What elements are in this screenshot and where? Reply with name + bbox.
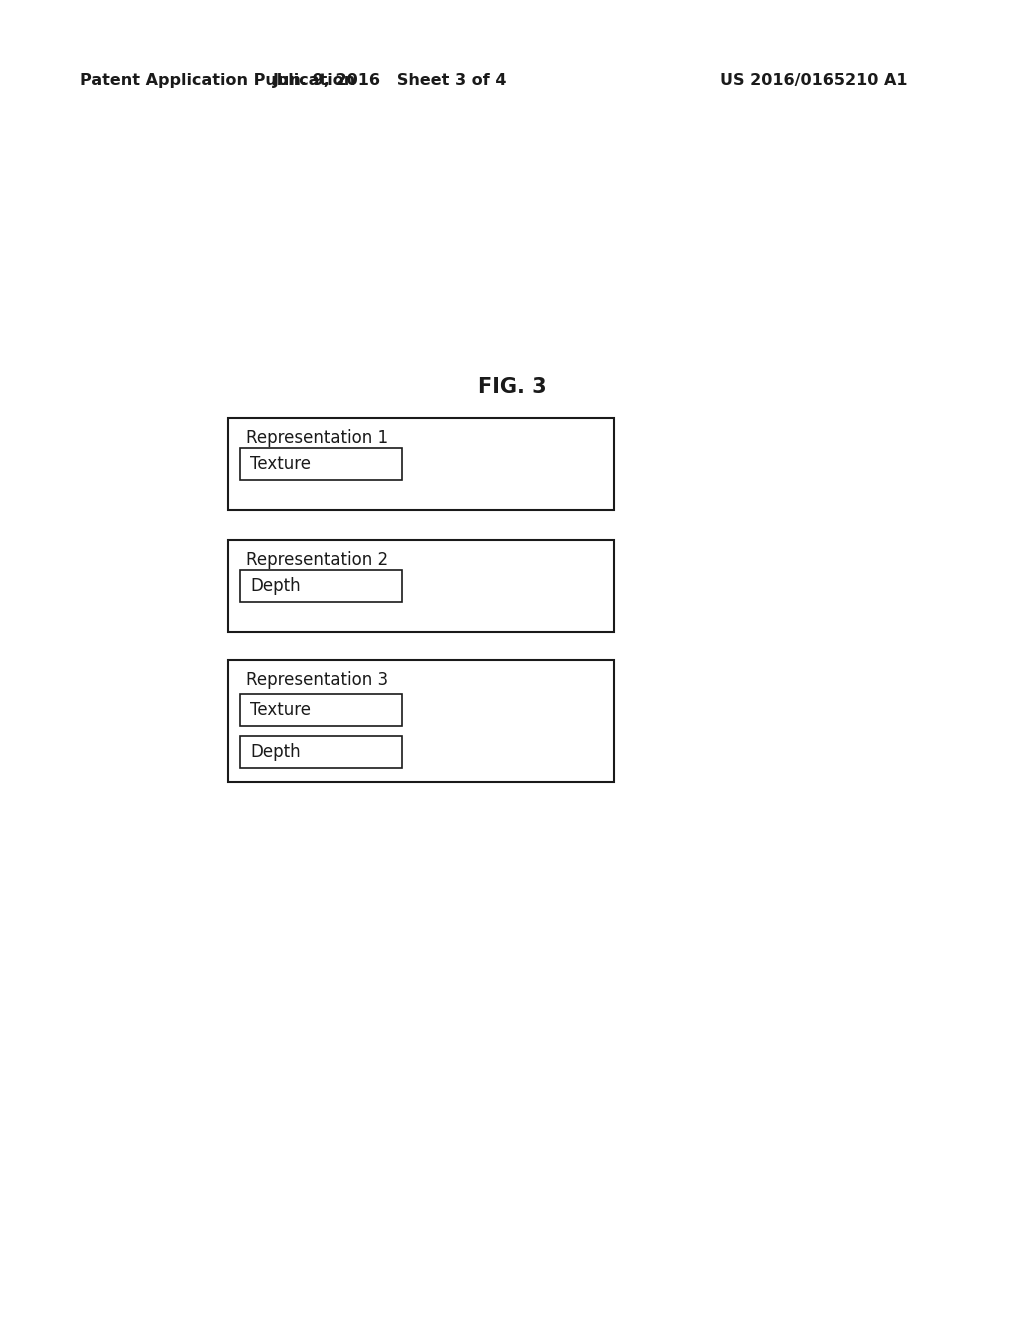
Text: Texture: Texture	[250, 455, 311, 473]
Text: Representation 2: Representation 2	[246, 550, 388, 569]
Bar	[228, 540, 614, 632]
Text: Patent Application Publication: Patent Application Publication	[80, 73, 355, 87]
Text: Representation 1: Representation 1	[246, 429, 388, 447]
Text: US 2016/0165210 A1: US 2016/0165210 A1	[720, 73, 907, 87]
Bar	[240, 447, 402, 480]
Text: Depth: Depth	[250, 743, 301, 762]
Text: FIG. 3: FIG. 3	[477, 378, 547, 397]
Bar	[240, 694, 402, 726]
Text: Depth: Depth	[250, 577, 301, 595]
Text: Jun. 9, 2016   Sheet 3 of 4: Jun. 9, 2016 Sheet 3 of 4	[272, 73, 507, 87]
Text: Representation 3: Representation 3	[246, 671, 388, 689]
Bar	[228, 660, 614, 781]
Bar	[240, 570, 402, 602]
Bar	[240, 737, 402, 768]
Bar	[228, 418, 614, 510]
Text: Texture: Texture	[250, 701, 311, 719]
